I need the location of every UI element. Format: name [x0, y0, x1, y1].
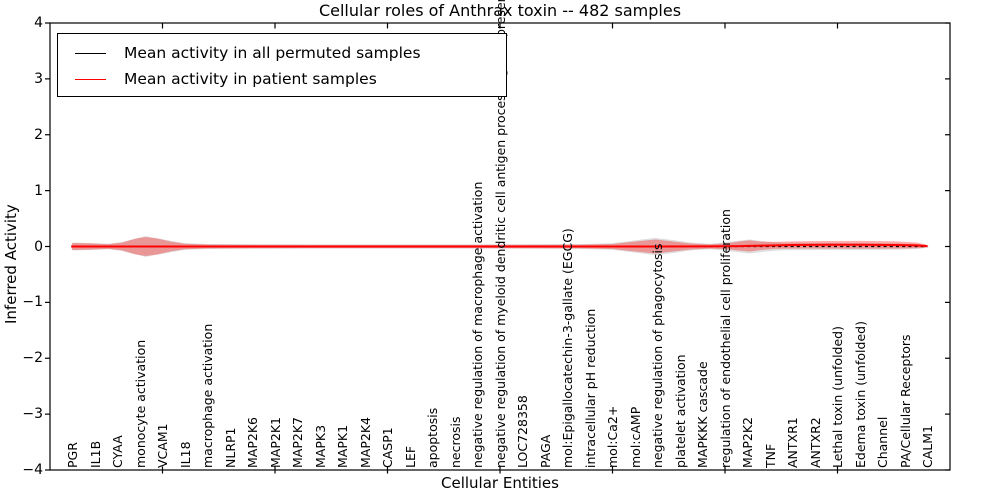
- x-tick-label: mol:Epigallocatechin-3-gallate (EGCG): [560, 228, 575, 468]
- x-tick-label: MAPK3: [312, 424, 328, 468]
- x-tick-label: monocyte activation: [132, 339, 148, 468]
- y-axis-label: Inferred Activity: [2, 204, 20, 324]
- x-tick-label: PA/Cellular Receptors: [897, 334, 913, 468]
- x-tick-label: TNF: [762, 443, 778, 468]
- x-tick-label: IL18: [177, 441, 193, 468]
- x-tick-label: MAPK1: [335, 424, 350, 468]
- x-tick-label: mol:cAMP: [627, 406, 643, 468]
- y-tick-label: −3: [22, 406, 43, 423]
- permuted-line-sample-icon: [75, 52, 106, 54]
- x-tick-label: MAP2K2: [740, 417, 755, 468]
- x-tick-label: ANTXR2: [807, 417, 823, 468]
- x-tick-label: CYAA: [110, 435, 125, 468]
- y-tick-label: −1: [22, 294, 43, 311]
- legend: Mean activity in all permuted samples Me…: [57, 33, 507, 97]
- x-tick-label: platelet activation: [672, 354, 688, 468]
- y-tick-label: 1: [34, 182, 43, 199]
- x-tick-label: intracellular pH reduction: [582, 308, 598, 468]
- x-axis-label: Cellular Entities: [441, 474, 559, 492]
- x-tick-label: MAP2K4: [357, 417, 373, 468]
- x-tick-label: Edema toxin (unfolded): [852, 321, 868, 468]
- x-tick-label: LOC728358: [515, 395, 530, 468]
- y-tick-label: 2: [34, 126, 43, 143]
- x-tick-label: NLRP1: [222, 427, 238, 469]
- x-tick-label: regulation of endothelial cell prolifera…: [717, 209, 733, 468]
- y-tick-label: 0: [34, 238, 43, 255]
- x-tick-label: MAP2K6: [245, 417, 260, 468]
- chart-title: Cellular roles of Anthrax toxin -- 482 s…: [318, 1, 682, 20]
- x-tick-label: LEF: [402, 445, 418, 468]
- legend-label: Mean activity in all permuted samples: [124, 44, 421, 62]
- x-tick-label: PGR: [65, 442, 80, 468]
- y-tick-label: −4: [22, 462, 43, 478]
- x-tick-label: MAPKKK cascade: [695, 361, 710, 468]
- y-tick-label: −2: [22, 350, 43, 367]
- x-tick-label: MAP2K1: [267, 417, 283, 468]
- legend-item-permuted: Mean activity in all permuted samples: [75, 40, 506, 66]
- x-tick-label: necrosis: [447, 416, 463, 469]
- x-tick-label: PAGA: [537, 434, 553, 468]
- y-tick-label: 3: [34, 70, 43, 87]
- x-tick-label: VCAM1: [155, 423, 170, 468]
- legend-item-patient: Mean activity in patient samples: [75, 66, 506, 92]
- x-tick-label: CALM1: [920, 425, 935, 468]
- patient-line-sample-icon: [75, 78, 106, 80]
- x-tick-label: IL1B: [87, 440, 103, 468]
- x-tick-label: negative regulation of phagocytosis: [650, 243, 665, 468]
- x-tick-label: negative regulation of macrophage activa…: [470, 181, 485, 468]
- x-tick-label: macrophage activation: [200, 323, 215, 468]
- x-tick-label: Lethal toxin (unfolded): [830, 326, 845, 468]
- legend-label: Mean activity in patient samples: [124, 70, 377, 88]
- y-tick-label: 4: [34, 15, 43, 31]
- mean-patient-line: [71, 243, 928, 248]
- x-tick-label: MAP2K7: [290, 417, 305, 468]
- x-tick-label: CASP1: [380, 427, 395, 468]
- x-tick-label: apoptosis: [425, 407, 440, 468]
- x-tick-label: ANTXR1: [785, 417, 800, 468]
- x-tick-label: Channel: [875, 416, 890, 468]
- x-tick-label: mol:Ca2+: [605, 405, 620, 468]
